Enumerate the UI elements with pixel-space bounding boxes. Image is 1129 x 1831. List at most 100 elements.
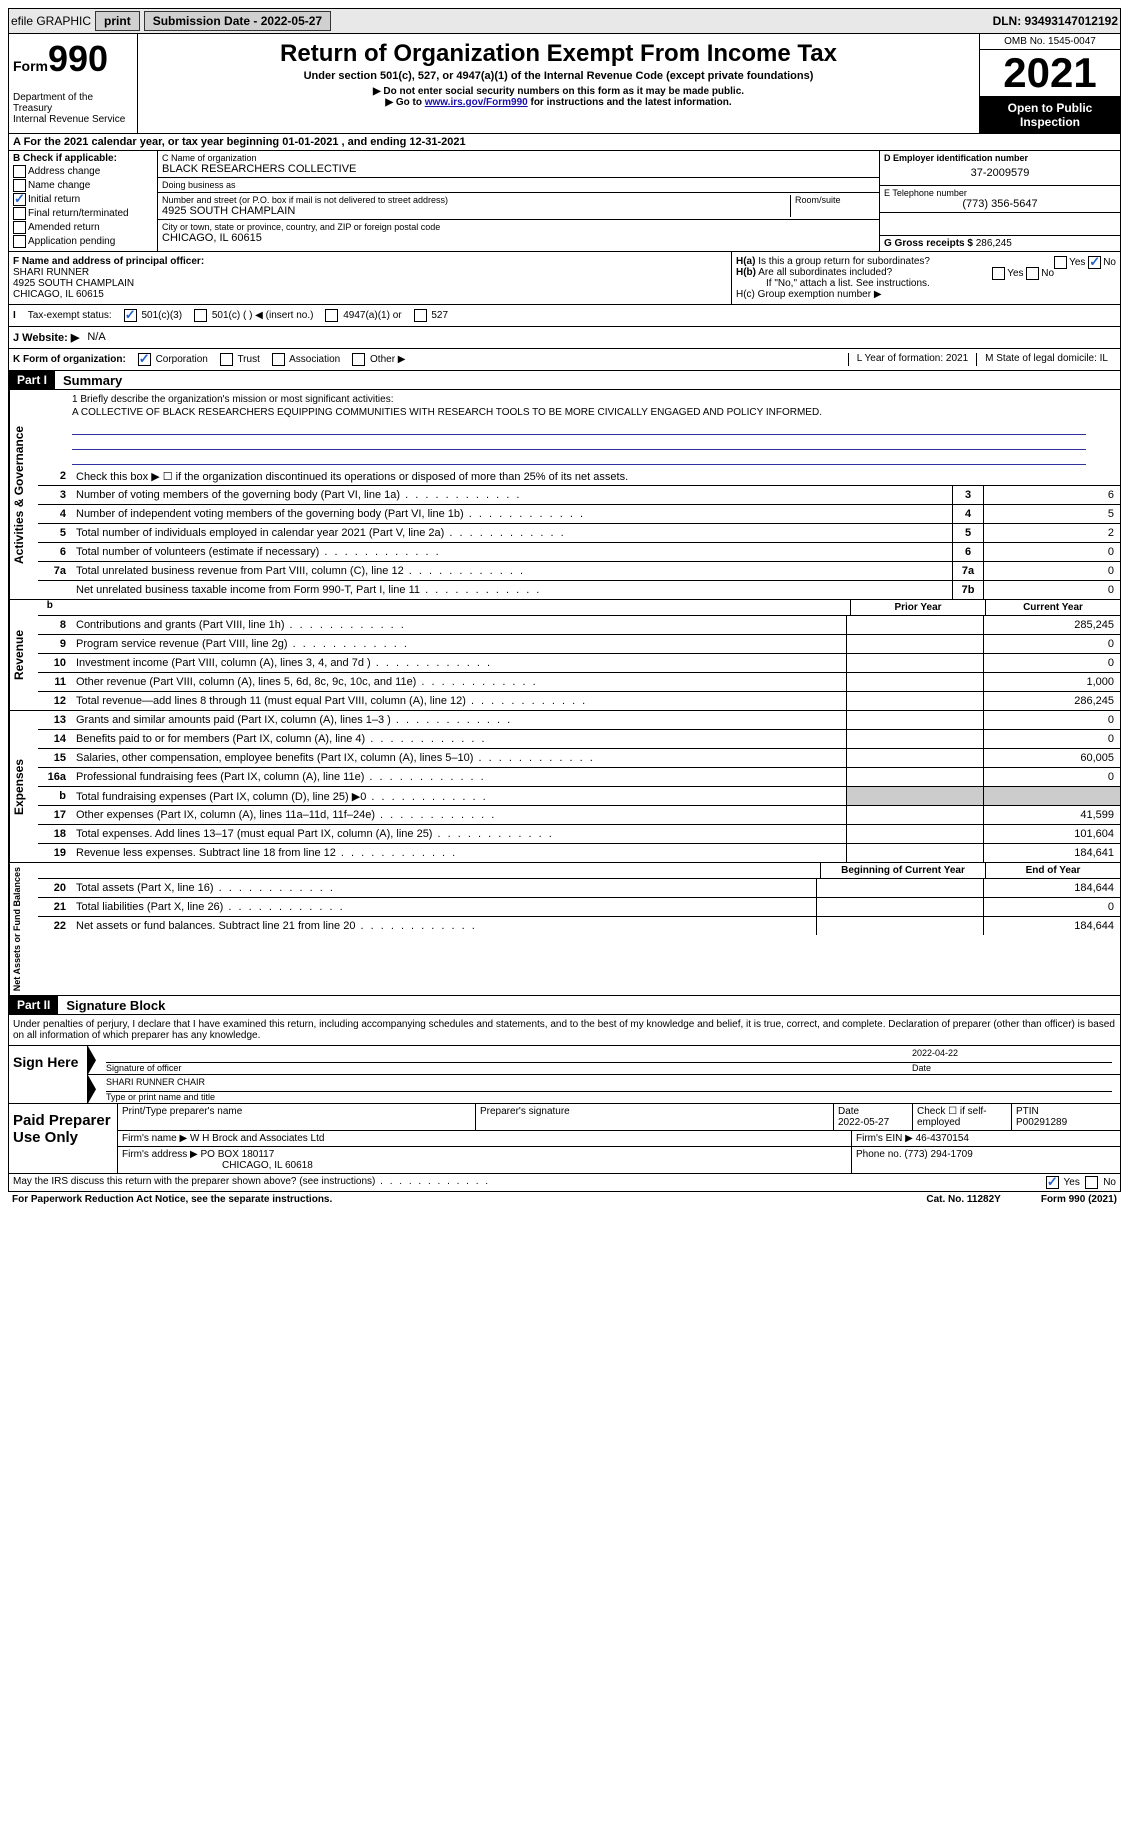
org-assoc[interactable]: Association [272,353,340,366]
officer-label: F Name and address of principal officer: [13,256,204,267]
firm-name: W H Brock and Associates Ltd [190,1133,325,1144]
summary-line: 5Total number of individuals employed in… [38,524,1120,543]
sig-date: 2022-04-22 [912,1048,1112,1063]
col-b-label: B Check if applicable: [13,153,117,164]
ein-label: D Employer identification number [884,153,1028,163]
summary-line: 15Salaries, other compensation, employee… [38,749,1120,768]
check-initial[interactable]: Initial return [13,193,153,206]
vlabel-ag: Activities & Governance [9,390,38,599]
check-name[interactable]: Name change [13,179,153,192]
form-number: Form990 [13,38,133,80]
form-word: Form [13,58,48,74]
officer-city: CHICAGO, IL 60615 [13,289,104,300]
dba-label: Doing business as [162,180,875,190]
discuss-yes[interactable]: Yes [1046,1176,1080,1189]
row-a-mid: , and ending [338,136,409,148]
efile-label: efile GRAPHIC [11,14,91,28]
hc-label: H(c) Group exemption number ▶ [736,289,1116,300]
summary-line: bTotal fundraising expenses (Part IX, co… [38,787,1120,806]
website-label: J Website: ▶ [13,331,79,344]
summary-line: 17Other expenses (Part IX, column (A), l… [38,806,1120,825]
row-a: A For the 2021 calendar year, or tax yea… [8,134,1121,151]
summary-exp: Expenses 13Grants and similar amounts pa… [8,711,1121,863]
signature-block: Under penalties of perjury, I declare th… [8,1015,1121,1104]
room-label: Room/suite [795,195,875,205]
prep-name-label: Print/Type preparer's name [122,1106,242,1117]
tax-501c3[interactable]: 501(c)(3) [124,309,182,322]
section-b-g: B Check if applicable: Address change Na… [8,151,1121,252]
open-line2: Inspection [1020,115,1080,129]
gross-label: G Gross receipts $ [884,238,973,249]
summary-line: 18Total expenses. Add lines 13–17 (must … [38,825,1120,844]
check-pending[interactable]: Application pending [13,235,153,248]
summary-line: 13Grants and similar amounts paid (Part … [38,711,1120,730]
sig-date-label: Date [912,1063,931,1073]
vlabel-na: Net Assets or Fund Balances [9,863,38,995]
summary-rev: Revenue b Prior Year Current Year 8Contr… [8,600,1121,711]
print-button[interactable]: print [95,11,140,31]
prep-selfemp[interactable]: Check ☐ if self-employed [913,1104,1012,1130]
firm-label: Firm's name ▶ [122,1133,187,1144]
row-k-l-m: K Form of organization: Corporation Trus… [8,349,1121,371]
row-f-h: F Name and address of principal officer:… [8,252,1121,305]
col-headers-na: Beginning of Current Year End of Year [38,863,1120,879]
ha-no[interactable]: No [1103,257,1116,268]
form-title: Return of Organization Exempt From Incom… [142,40,975,68]
phone-value: (773) 356-5647 [884,198,1116,210]
check-amended[interactable]: Amended return [13,221,153,234]
tax-4947[interactable]: 4947(a)(1) or [325,309,401,322]
hb-yes[interactable]: Yes [1007,268,1023,279]
goto-prefix: ▶ Go to [385,97,424,108]
officer-name: SHARI RUNNER [13,267,89,278]
subtitle-3: ▶ Go to www.irs.gov/Form990 for instruct… [142,97,975,108]
firm-phone-label: Phone no. [856,1149,902,1160]
org-other[interactable]: Other ▶ [352,353,405,366]
tax-end: 12-31-2021 [409,136,465,148]
summary-line: 10Investment income (Part VIII, column (… [38,654,1120,673]
vlabel-exp: Expenses [9,711,38,862]
tax-527[interactable]: 527 [414,309,448,322]
part1-title: Summary [55,373,122,388]
firm-addr-label: Firm's address ▶ [122,1149,198,1160]
city-label: City or town, state or province, country… [162,222,875,232]
mission-text: A COLLECTIVE OF BLACK RESEARCHERS EQUIPP… [38,407,1120,420]
summary-line: 8Contributions and grants (Part VIII, li… [38,616,1120,635]
tax-begin: 01-01-2021 [282,136,338,148]
org-corp[interactable]: Corporation [138,353,208,366]
summary-line: 9Program service revenue (Part VIII, lin… [38,635,1120,654]
check-address[interactable]: Address change [13,165,153,178]
submission-date: Submission Date - 2022-05-27 [144,11,331,31]
check-final[interactable]: Final return/terminated [13,207,153,220]
summary-line: 14Benefits paid to or for members (Part … [38,730,1120,749]
discuss-no[interactable]: No [1085,1176,1116,1189]
discuss-q: May the IRS discuss this return with the… [13,1176,490,1189]
hb-no[interactable]: No [1041,268,1054,279]
vlabel-rev: Revenue [9,600,38,710]
summary-line: 21Total liabilities (Part X, line 26)0 [38,898,1120,917]
hdr-prior: Prior Year [850,600,985,615]
phone-label: E Telephone number [884,188,1116,198]
form-ref: Form 990 (2021) [1041,1194,1117,1205]
summary-line: 7aTotal unrelated business revenue from … [38,562,1120,581]
sig-intro: Under penalties of perjury, I declare th… [9,1015,1120,1045]
row-j: J Website: ▶ N/A [8,327,1121,349]
discuss-row: May the IRS discuss this return with the… [8,1174,1121,1192]
ein-value: 37-2009579 [884,163,1116,183]
subtitle-1: Under section 501(c), 527, or 4947(a)(1)… [142,70,975,82]
irs-link[interactable]: www.irs.gov/Form990 [425,97,528,108]
summary-line: 19Revenue less expenses. Subtract line 1… [38,844,1120,862]
irs-label: Internal Revenue Service [13,114,133,125]
ha-yes[interactable]: Yes [1069,257,1085,268]
cat-no: Cat. No. 11282Y [926,1194,1000,1205]
dept-label: Department of the Treasury [13,92,133,114]
ptin-label: PTIN [1016,1106,1039,1117]
open-inspection: Open to Public Inspection [980,97,1120,133]
hdr-curr: Current Year [985,600,1120,615]
col-b: B Check if applicable: Address change Na… [9,151,158,251]
org-trust[interactable]: Trust [220,353,260,366]
part2-header: Part II Signature Block [8,996,1121,1015]
summary-line: 12Total revenue—add lines 8 through 11 (… [38,692,1120,710]
tax-501c[interactable]: 501(c) ( ) ◀ (insert no.) [194,309,313,322]
hdr-begin: Beginning of Current Year [820,863,985,878]
footer: For Paperwork Reduction Act Notice, see … [8,1192,1121,1207]
